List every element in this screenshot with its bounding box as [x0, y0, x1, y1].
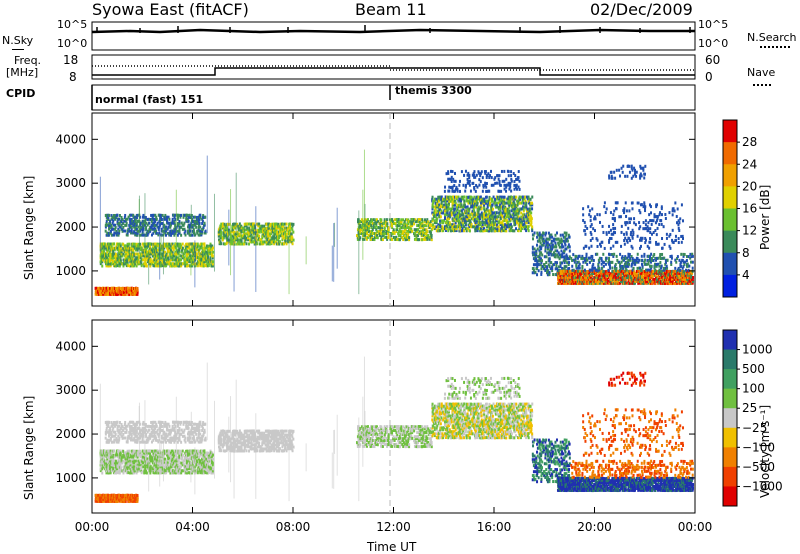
- nsky-top-tick: 10^5: [57, 18, 88, 31]
- nsearch-bottom-tick: 10^0: [698, 37, 729, 50]
- colorbar-tick-label: 4: [742, 268, 750, 282]
- nsky-bottom-tick: 10^0: [57, 37, 88, 50]
- nsky-legend-line: [12, 49, 24, 50]
- colorbar-swatch: [723, 120, 737, 143]
- colorbar-swatch: [723, 388, 737, 409]
- colorbar-tick-label: 1000: [742, 343, 773, 357]
- nsky-spikes: [96, 25, 691, 33]
- colorbar-tick-label: 8: [742, 246, 750, 260]
- colorbar-swatch: [723, 349, 737, 370]
- xtick-label: 00:00: [75, 520, 110, 534]
- xtick-label: 04:00: [175, 520, 210, 534]
- nsearch-legend-line: [760, 46, 790, 48]
- colorbar-swatch: [723, 252, 737, 276]
- frequency-panel: [91, 54, 696, 80]
- cpid-label: CPID: [6, 87, 36, 100]
- colorbar-swatch: [723, 330, 737, 351]
- nave-label: Nave: [747, 66, 776, 79]
- cpid-second-label: themis 3300: [395, 84, 472, 97]
- freq-label: Freq.: [14, 54, 42, 67]
- cpid-panel: [91, 84, 696, 111]
- colorbar-swatch: [723, 408, 737, 429]
- colorbar-swatch: [723, 230, 737, 254]
- nave-bottom-tick: 0: [705, 70, 713, 84]
- colorbar-tick-label: −1000: [742, 479, 783, 493]
- colorbar-swatch: [723, 466, 737, 487]
- freq-top-tick: 18: [63, 53, 79, 67]
- power-colorbar: 28 24 20 16 12 8 4: [722, 119, 757, 298]
- velocity-colorbar: 1000 500 100 25 −25 −100 −500 −1000: [722, 329, 783, 507]
- nsearch-top-tick: 10^5: [698, 18, 729, 31]
- ytick-label: 1000: [55, 471, 86, 485]
- colorbar-tick-label: 500: [742, 362, 765, 376]
- colorbar-tick-label: −500: [742, 460, 775, 474]
- colorbar-swatch: [723, 447, 737, 468]
- power-panel: 1000 2000 3000 4000: [55, 112, 696, 307]
- xtick-label: 16:00: [477, 520, 512, 534]
- nave-legend-line: [753, 84, 771, 86]
- ytick-label: 4000: [55, 339, 86, 353]
- ytick-label: 4000: [55, 132, 86, 146]
- nsky-trace: [91, 28, 695, 34]
- colorbar-swatch: [723, 274, 737, 298]
- xtick-label: 08:00: [276, 520, 311, 534]
- colorbar-swatch: [723, 186, 737, 209]
- xtick-label: 20:00: [577, 520, 612, 534]
- colorbar-tick-label: 16: [742, 202, 757, 216]
- colorbar-tick-label: 20: [742, 179, 757, 193]
- colorbar-tick-label: 24: [742, 157, 757, 171]
- colorbar-tick-label: −100: [742, 440, 775, 454]
- nave-top-tick: 60: [705, 53, 721, 67]
- colorbar-tick-label: −25: [742, 421, 767, 435]
- colorbar-tick-label: 28: [742, 135, 757, 149]
- colorbar-swatch: [723, 427, 737, 448]
- ytick-label: 2000: [55, 220, 86, 234]
- cpid-first-label: normal (fast) 151: [95, 93, 204, 106]
- nsearch-label: N.Search: [747, 31, 797, 44]
- nsky-label: N.Sky: [2, 34, 34, 47]
- xtick-label: 12:00: [376, 520, 411, 534]
- nsky-panel: [91, 21, 696, 51]
- x-axis-title: Time UT: [367, 540, 417, 554]
- colorbar-swatch: [723, 142, 737, 165]
- frequency-trace: [92, 67, 695, 76]
- ytick-label: 3000: [55, 383, 86, 397]
- date-title: 02/Dec/2009: [590, 0, 693, 19]
- colorbar-swatch: [723, 164, 737, 187]
- beam-title: Beam 11: [355, 0, 427, 19]
- ytick-label: 3000: [55, 176, 86, 190]
- colorbar-tick-label: 12: [742, 224, 757, 238]
- freq-unit-label: [MHz]: [6, 66, 39, 79]
- colorbar-tick-label: 100: [742, 382, 765, 396]
- freq-bottom-tick: 8: [69, 70, 77, 84]
- colorbar-swatch: [723, 369, 737, 390]
- ytick-label: 2000: [55, 427, 86, 441]
- radar-title: Syowa East (fitACF): [92, 0, 249, 19]
- velocity-panel: 1000 2000 3000 4000 00:00 04:00 08:00 12:00 16:…: [55, 113, 712, 534]
- xtick-label: 00:00: [678, 520, 713, 534]
- colorbar-swatch: [723, 208, 737, 232]
- ytick-label: 1000: [55, 264, 86, 278]
- colorbar-tick-label: 25: [742, 401, 757, 415]
- colorbar-swatch: [723, 486, 737, 507]
